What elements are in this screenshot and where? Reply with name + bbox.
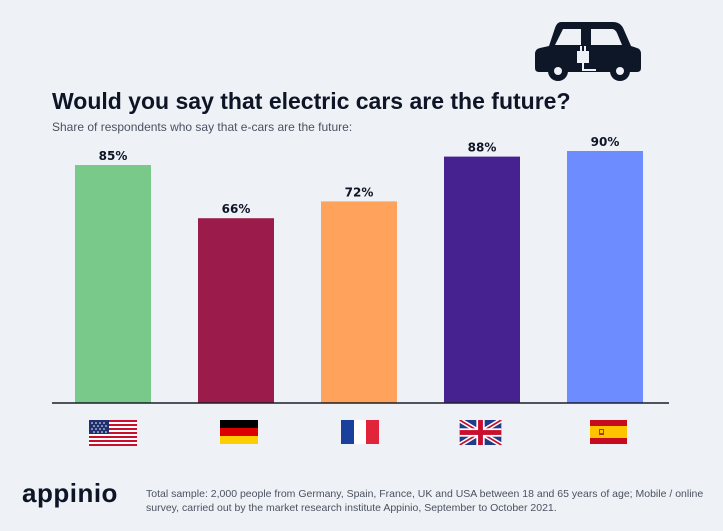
chart-title: Would you say that electric cars are the… [52,88,571,114]
value-label-usa: 85% [99,149,128,163]
bar-germany [198,218,274,403]
electric-car-icon [535,22,641,81]
footnote: Total sample: 2,000 people from Germany,… [146,488,704,514]
bar-usa [75,165,151,403]
value-label-spain: 90% [591,135,620,149]
spain-flag-icon [590,420,627,444]
chart-subtitle: Share of respondents who say that e-cars… [52,120,353,134]
uk-flag-icon [459,420,502,445]
usa-flag-icon [89,420,137,446]
bar-france [321,201,397,403]
bar-spain [567,151,643,403]
germany-flag-icon [220,420,258,444]
value-label-france: 72% [345,185,374,199]
value-label-germany: 66% [222,202,251,216]
bar-uk [444,156,520,403]
bar-chart: 85% 66% 72% 88% 90% [52,135,669,404]
france-flag-icon [341,420,379,444]
appinio-logo: appinio [22,478,118,508]
value-label-uk: 88% [468,141,497,155]
